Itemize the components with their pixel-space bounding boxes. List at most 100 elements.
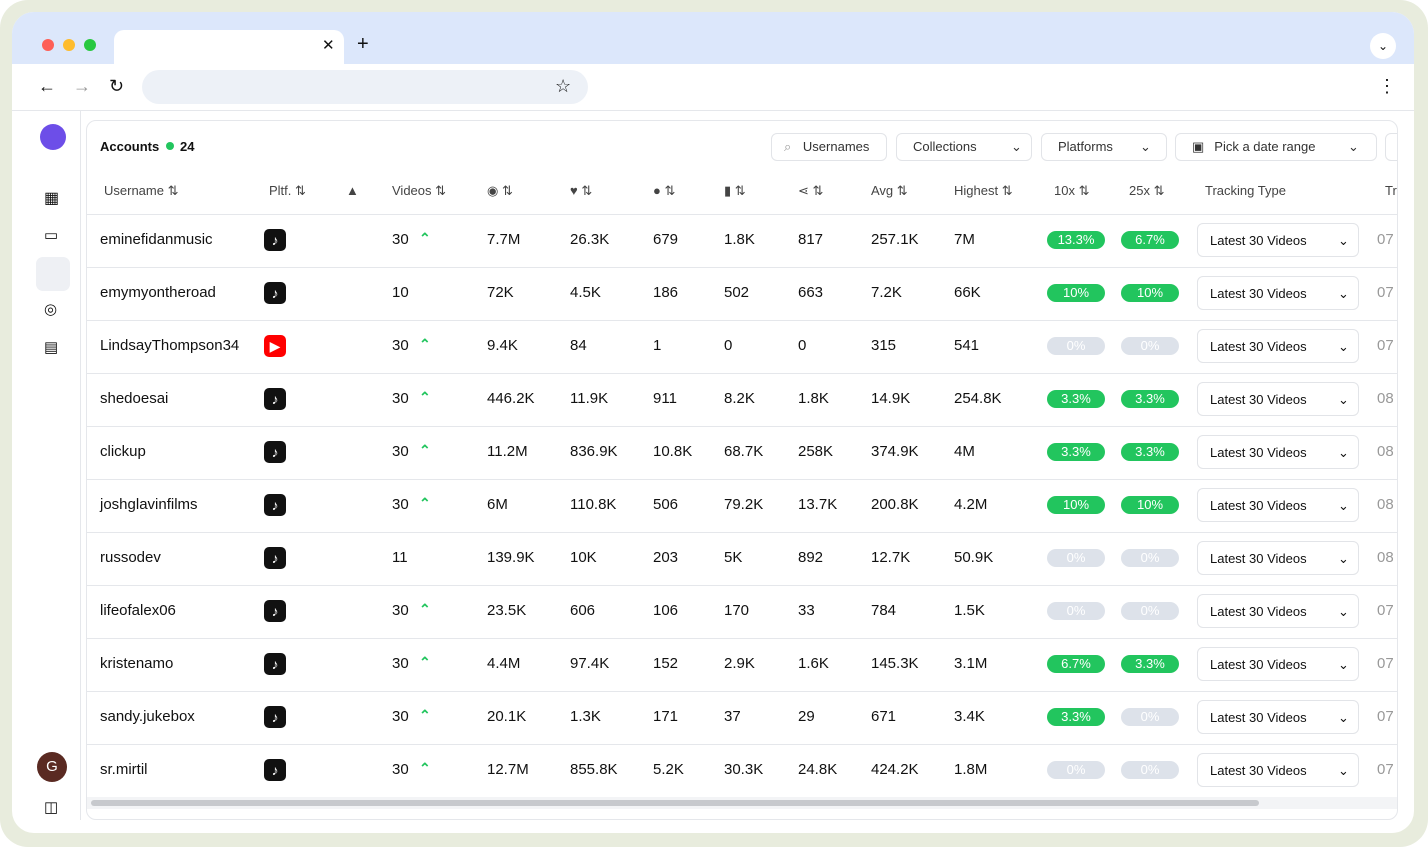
platform-icon: ♪ [264, 229, 286, 251]
tracking-select[interactable]: Latest 30 Videos ⌄ [1197, 647, 1359, 681]
avatar[interactable]: G [37, 752, 67, 782]
label: Platforms [1058, 139, 1113, 154]
views: 72K [487, 284, 514, 301]
tab-close[interactable]: ✕ [322, 37, 335, 54]
videos: 30 [392, 602, 409, 619]
accounts-panel: Accounts 24 ⌕ Usernames Collections ⌄ Pla… [86, 120, 1398, 820]
date-filter[interactable]: ▣ Pick a date range ⌄ [1175, 133, 1377, 161]
tr-date: 07 [1377, 337, 1394, 354]
tracking-select[interactable]: Latest 30 Videos ⌄ [1197, 753, 1359, 787]
tracking-select[interactable]: Latest 30 Videos ⌄ [1197, 541, 1359, 575]
tracking-select[interactable]: Latest 30 Videos ⌄ [1197, 382, 1359, 416]
views: 12.7M [487, 761, 529, 778]
saves: 68.7K [724, 443, 764, 460]
tracking-select[interactable]: Latest 30 Videos ⌄ [1197, 329, 1359, 363]
views: 9.4K [487, 337, 518, 354]
usernames-search[interactable]: ⌕ Usernames [771, 133, 887, 161]
col-saves[interactable]: ▮ ⇅ [724, 183, 746, 198]
tracking-select[interactable]: Latest 30 Videos ⌄ [1197, 700, 1359, 734]
platforms-filter[interactable]: Platforms ⌄ [1041, 133, 1167, 161]
tab[interactable] [114, 30, 344, 64]
close-dot[interactable] [42, 39, 54, 51]
col-shares[interactable]: ⋖ ⇅ [798, 183, 824, 198]
videos: 30 [392, 655, 409, 672]
logo[interactable] [40, 124, 66, 150]
shares: 33 [798, 602, 815, 619]
collections-filter[interactable]: Collections ⌄ [896, 133, 1032, 161]
views: 11.2M [487, 443, 528, 460]
badge-x10: 3.3% [1047, 443, 1105, 461]
col-platform[interactable]: Pltf. ⇅ [269, 183, 306, 198]
col-views[interactable]: ◉ ⇅ [487, 183, 513, 198]
tab-menu[interactable]: ⌄ [1370, 33, 1396, 59]
tracking-select[interactable]: Latest 30 Videos ⌄ [1197, 594, 1359, 628]
col-10x[interactable]: 10x ⇅ [1054, 183, 1090, 198]
trend-arrow: ⌃ [419, 230, 431, 246]
shares: 13.7K [798, 496, 838, 513]
nav-files[interactable]: ▤ [44, 339, 59, 356]
address-bar[interactable] [142, 70, 588, 104]
saves: 8.2K [724, 390, 755, 407]
likes: 110.8K [570, 496, 617, 513]
toggle-sidebar[interactable]: ◫ [44, 799, 59, 816]
tracking-type: Latest 30 Videos [1210, 445, 1307, 460]
badge-x10: 3.3% [1047, 390, 1105, 408]
reload[interactable]: ↻ [109, 76, 125, 96]
tracking-select[interactable]: Latest 30 Videos ⌄ [1197, 488, 1359, 522]
row-divider [87, 585, 1397, 586]
zoom-dot[interactable] [84, 39, 96, 51]
new-tab[interactable]: + [357, 33, 369, 55]
avg: 7.2K [871, 284, 902, 301]
badge-x25: 3.3% [1121, 443, 1179, 461]
badge-x25: 0% [1121, 549, 1179, 567]
saves: 502 [724, 284, 750, 301]
tracking-select[interactable]: Latest 30 Videos ⌄ [1197, 435, 1359, 469]
platform-icon: ▶ [264, 335, 286, 357]
col-highest[interactable]: Highest ⇅ [954, 183, 1013, 198]
views: 4.4M [487, 655, 521, 672]
forward[interactable]: → [73, 76, 91, 96]
col-videos[interactable]: Videos ⇅ [392, 183, 447, 198]
nav-dashboard[interactable]: ▦ [44, 190, 60, 207]
videos: 30 [392, 496, 409, 513]
tr-date: 08 [1377, 390, 1394, 407]
saves: 79.2K [724, 496, 764, 513]
videos: 10 [392, 284, 409, 301]
nav-search[interactable]: ◎ [44, 301, 58, 318]
col-username[interactable]: Username ⇅ [104, 183, 179, 198]
username: kristenamo [100, 655, 174, 672]
col-comments[interactable]: ● ⇅ [653, 183, 676, 198]
back[interactable]: ← [38, 76, 56, 96]
trend-arrow: ⌃ [419, 601, 431, 617]
highest: 66K [954, 284, 981, 301]
row-divider [87, 532, 1397, 533]
shares: 1.6K [798, 655, 829, 672]
tracking-type: Latest 30 Videos [1210, 392, 1307, 407]
platform-icon: ♪ [264, 441, 286, 463]
col-avg[interactable]: Avg ⇅ [871, 183, 908, 198]
comments: 679 [653, 231, 679, 248]
col-25x[interactable]: 25x ⇅ [1129, 183, 1165, 198]
nav-videos[interactable]: ▭ [44, 227, 59, 244]
menu[interactable]: ⋮ [1378, 76, 1396, 96]
scroll-thumb[interactable] [91, 800, 1259, 806]
nav-accounts[interactable] [36, 257, 70, 291]
col-warning[interactable]: ▲ [346, 183, 359, 198]
comments: 911 [653, 390, 677, 407]
avg: 12.7K [871, 549, 911, 566]
tracking-type: Latest 30 Videos [1210, 710, 1307, 725]
shares: 663 [798, 284, 824, 301]
minimize-dot[interactable] [63, 39, 75, 51]
bookmark[interactable]: ☆ [555, 76, 572, 96]
likes: 26.3K [570, 231, 610, 248]
tracking-select[interactable]: Latest 30 Videos ⌄ [1197, 223, 1359, 257]
title: Accounts [100, 139, 160, 154]
label: Collections [913, 139, 977, 154]
col-likes[interactable]: ♥ ⇅ [570, 183, 593, 198]
videos: 30 [392, 708, 409, 725]
trend-arrow: ⌃ [419, 336, 431, 352]
tracking-type: Latest 30 Videos [1210, 657, 1307, 672]
more-filter[interactable] [1385, 133, 1397, 161]
tracking-select[interactable]: Latest 30 Videos ⌄ [1197, 276, 1359, 310]
tracking-type: Latest 30 Videos [1210, 763, 1307, 778]
